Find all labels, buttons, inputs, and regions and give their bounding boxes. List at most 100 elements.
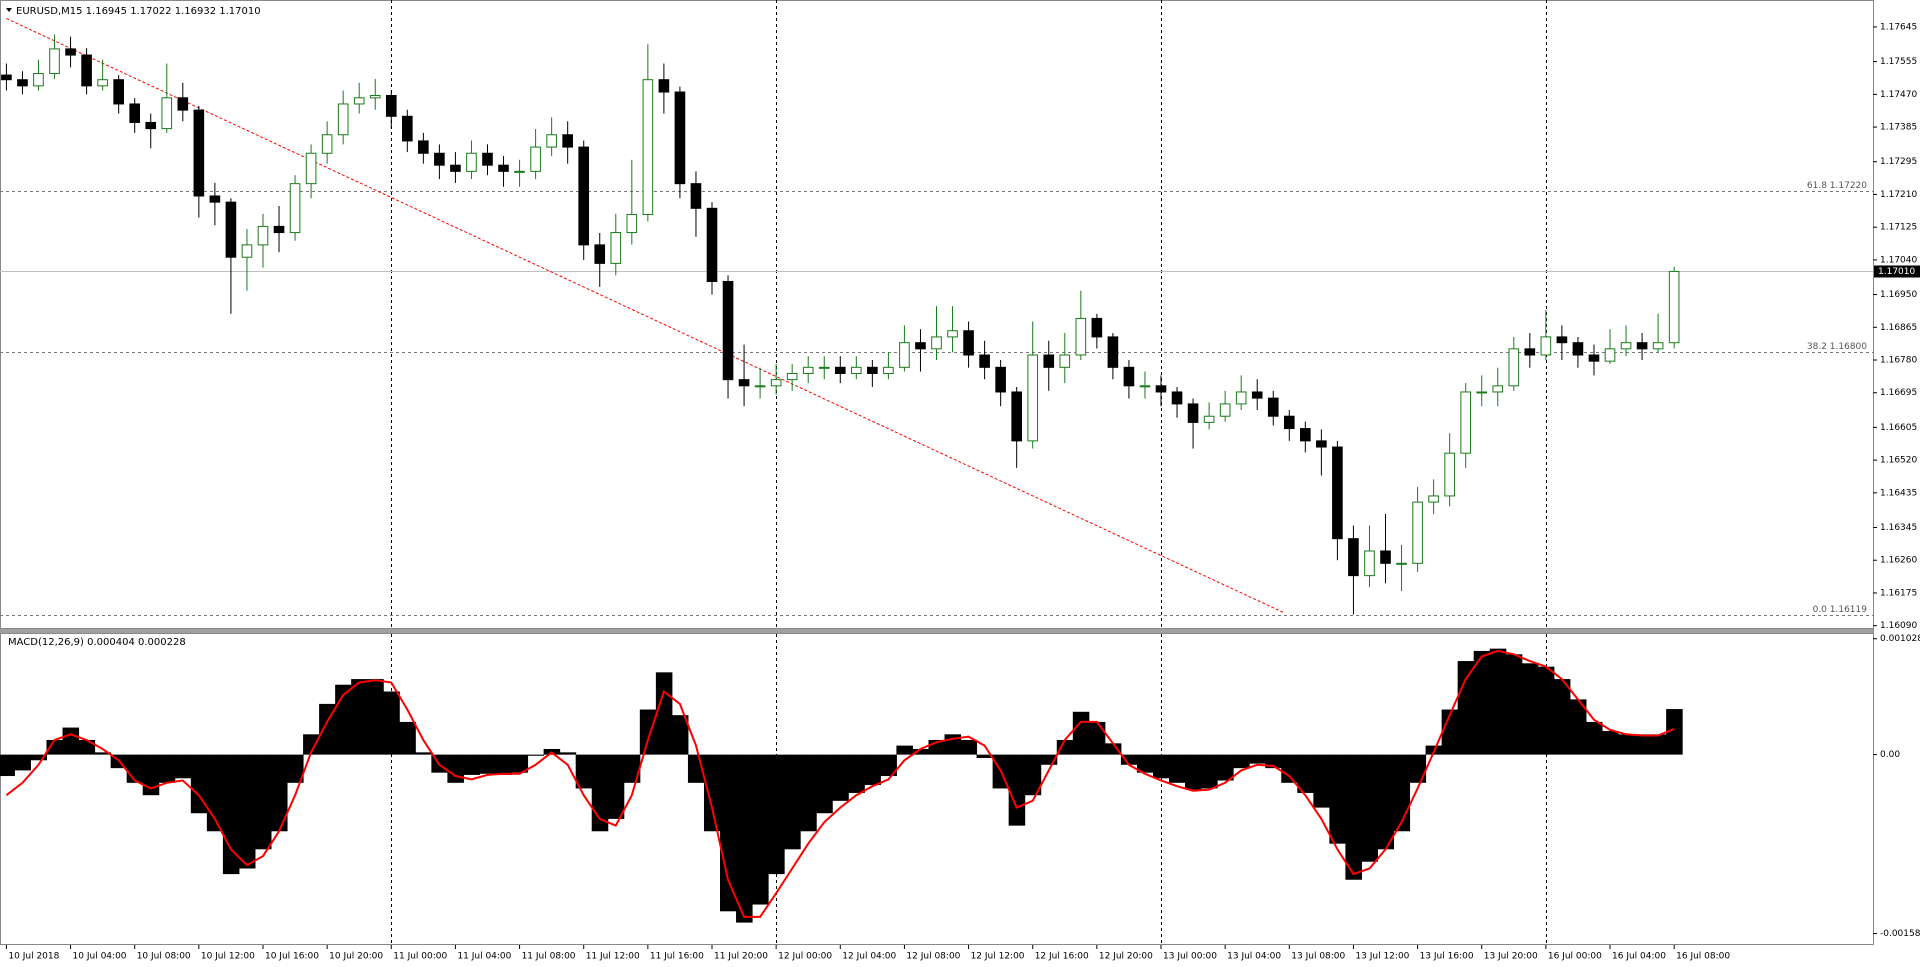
macd-bar bbox=[367, 679, 384, 755]
candle-body bbox=[1011, 391, 1022, 442]
macd-bar bbox=[142, 754, 160, 796]
candle-body bbox=[1364, 550, 1375, 577]
candle-body bbox=[81, 54, 92, 87]
candle-body bbox=[241, 244, 253, 258]
candle-body bbox=[1155, 385, 1167, 393]
macd-bar bbox=[1201, 754, 1218, 789]
macd-bar bbox=[1473, 650, 1491, 755]
candle-body bbox=[97, 79, 108, 87]
x-tick-label: 11 Jul 16:00 bbox=[650, 952, 704, 962]
macd-bar bbox=[319, 703, 336, 755]
x-tick-label: 10 Jul 16:00 bbox=[265, 952, 319, 962]
candle-body bbox=[353, 97, 365, 105]
macd-bar bbox=[271, 754, 288, 832]
macd-bar bbox=[768, 754, 785, 875]
candle-body bbox=[305, 152, 317, 185]
macd-bar bbox=[832, 754, 849, 801]
macd-bar bbox=[559, 752, 577, 755]
candle-body bbox=[385, 94, 397, 117]
x-tick-label: 12 Jul 12:00 bbox=[971, 952, 1025, 962]
macd-bar bbox=[816, 754, 833, 814]
candle-body bbox=[610, 232, 622, 264]
x-tick-label: 13 Jul 04:00 bbox=[1227, 952, 1281, 962]
candle-body bbox=[1, 74, 12, 81]
macd-bar bbox=[639, 709, 657, 755]
candle-body bbox=[658, 79, 670, 93]
candle-body bbox=[770, 379, 782, 387]
y-tick-label: 1.17125 bbox=[1880, 223, 1917, 233]
candle-body bbox=[786, 372, 798, 381]
menu-triangle bbox=[6, 8, 12, 12]
candle-body bbox=[947, 330, 958, 338]
macd-bar bbox=[1104, 743, 1122, 755]
macd-bar bbox=[1152, 754, 1170, 779]
candle-body bbox=[434, 152, 445, 166]
candle-body bbox=[915, 342, 926, 350]
y-tick-label: -0.001587 bbox=[1880, 929, 1920, 939]
x-tick-label: 16 Jul 04:00 bbox=[1612, 952, 1666, 962]
macd-bar bbox=[784, 754, 801, 850]
x-tick-label: 11 Jul 20:00 bbox=[714, 952, 768, 962]
last-price-box bbox=[1874, 265, 1920, 278]
y-tick-label: 1.17210 bbox=[1880, 190, 1917, 200]
candle-body bbox=[402, 115, 413, 142]
x-tick-label: 13 Jul 08:00 bbox=[1291, 952, 1345, 962]
x-tick-label: 12 Jul 00:00 bbox=[778, 952, 832, 962]
candle-body bbox=[289, 183, 301, 234]
fib-label: 61.8 1.17220 bbox=[1807, 181, 1867, 191]
macd-bar bbox=[848, 754, 865, 793]
candle-body bbox=[578, 146, 590, 246]
candle-body bbox=[1187, 403, 1199, 423]
candle-body bbox=[450, 164, 461, 172]
candle-body bbox=[1476, 391, 1488, 394]
candle-body bbox=[1524, 348, 1536, 356]
macd-bar bbox=[463, 754, 480, 775]
macd-bar bbox=[1008, 754, 1026, 826]
candle-body bbox=[65, 48, 76, 56]
macd-bar bbox=[287, 754, 304, 783]
candle-body bbox=[1107, 336, 1119, 368]
y-tick-label: 1.16345 bbox=[1880, 523, 1917, 533]
candle-body bbox=[1444, 452, 1455, 497]
macd-bar bbox=[912, 748, 929, 755]
macd-bar bbox=[575, 754, 593, 789]
x-tick-label: 13 Jul 00:00 bbox=[1163, 952, 1217, 962]
candle-body bbox=[1428, 495, 1439, 503]
candle-body bbox=[225, 201, 237, 258]
candle-body bbox=[1267, 397, 1279, 417]
macd-bar bbox=[1040, 754, 1058, 765]
macd-bar bbox=[655, 672, 673, 755]
macd-bar bbox=[303, 734, 320, 755]
candle-body bbox=[754, 385, 766, 388]
candle-body bbox=[49, 48, 60, 75]
macd-bar bbox=[1505, 654, 1523, 755]
x-tick-label: 16 Jul 08:00 bbox=[1676, 952, 1730, 962]
candle-body bbox=[626, 213, 638, 234]
candle-body bbox=[33, 73, 44, 87]
candle-body bbox=[1636, 342, 1648, 350]
candle-body bbox=[1123, 366, 1135, 387]
candle-body bbox=[1235, 391, 1247, 405]
macd-bar bbox=[1361, 754, 1378, 862]
macd-bar bbox=[864, 754, 881, 786]
candle-body bbox=[674, 91, 686, 185]
x-tick-label: 13 Jul 20:00 bbox=[1484, 952, 1538, 962]
candle-body bbox=[1203, 415, 1215, 423]
candle-body bbox=[883, 366, 894, 374]
panel-separator bbox=[0, 629, 1874, 633]
x-tick-label: 13 Jul 16:00 bbox=[1420, 952, 1474, 962]
macd-bar bbox=[30, 754, 48, 761]
macd-bar bbox=[158, 754, 176, 783]
y-tick-label: 1.16260 bbox=[1880, 556, 1917, 566]
macd-bar bbox=[62, 727, 80, 755]
macd-bar bbox=[1136, 754, 1154, 773]
macd-bar bbox=[1409, 754, 1427, 783]
candle-body bbox=[1460, 391, 1471, 454]
macd-bar bbox=[527, 754, 545, 756]
y-tick-label: 1.16605 bbox=[1880, 423, 1917, 433]
candle-body bbox=[1412, 501, 1423, 564]
macd-bar bbox=[1345, 754, 1362, 880]
macd-bar bbox=[1088, 721, 1106, 755]
x-tick-label: 11 Jul 00:00 bbox=[393, 952, 447, 962]
